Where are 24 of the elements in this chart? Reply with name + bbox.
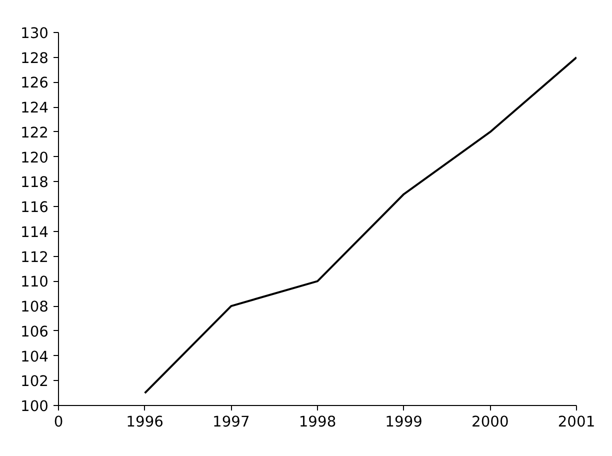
y-tick-label: 108 xyxy=(20,298,49,316)
line-series xyxy=(144,56,576,394)
y-tick-label: 122 xyxy=(20,124,49,142)
y-tick-label: 114 xyxy=(20,224,49,241)
x-tick-label: 1997 xyxy=(212,414,250,430)
y-tick-label: 102 xyxy=(20,373,49,390)
x-tick-label: 2001 xyxy=(558,414,596,430)
x-tick-label: 1998 xyxy=(298,414,336,430)
y-tick-label: 120 xyxy=(20,149,49,166)
y-tick-label: 130 xyxy=(20,25,49,42)
x-tick-label: 1999 xyxy=(385,414,422,430)
y-tick-label: 126 xyxy=(20,74,49,92)
y-tick-label: 116 xyxy=(20,199,49,216)
y-tick-label: 118 xyxy=(20,174,49,192)
x-tick-label: 2000 xyxy=(472,414,509,430)
y-tick-label: 106 xyxy=(20,323,49,340)
y-tick-label: 110 xyxy=(20,274,49,291)
y-tick-label: 104 xyxy=(20,348,49,366)
x-tick-label: 0 xyxy=(54,414,64,430)
y-tick-label: 128 xyxy=(20,50,49,67)
y-tick-label: 100 xyxy=(20,398,49,415)
y-tick-label: 124 xyxy=(20,100,49,117)
x-tick-label: 1996 xyxy=(126,414,164,430)
y-tick-label: 112 xyxy=(20,248,49,266)
